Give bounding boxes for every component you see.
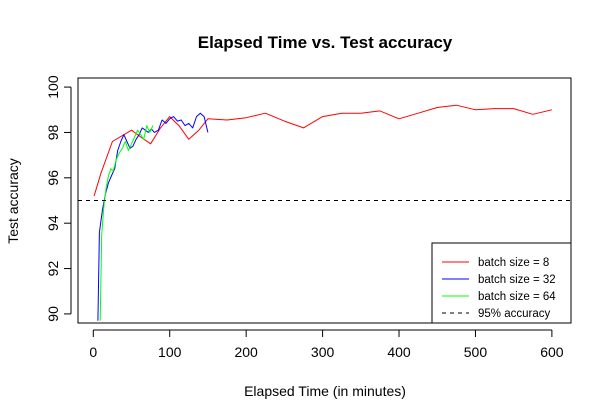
x-axis-label: Elapsed Time (in minutes) (244, 383, 406, 399)
x-tick-label: 400 (387, 344, 411, 360)
x-tick-label: 200 (234, 344, 258, 360)
y-tick-label: 98 (45, 124, 61, 140)
y-tick-label: 92 (45, 261, 61, 277)
plot-border (77, 77, 572, 324)
series-line-0 (93, 104, 553, 197)
legend-label-1: batch size = 32 (478, 274, 556, 286)
series-group (78, 104, 571, 321)
x-tick-label: 0 (89, 344, 97, 360)
x-tick-label: 500 (464, 344, 488, 360)
legend-label-3: 95% accuracy (478, 308, 550, 320)
y-tick-label: 100 (45, 75, 61, 99)
chart-title: Elapsed Time vs. Test accuracy (198, 33, 453, 52)
y-tick-label: 90 (45, 306, 61, 322)
series-line-2 (99, 125, 154, 321)
y-tick-label: 96 (45, 170, 61, 186)
x-tick-label: 100 (158, 344, 182, 360)
legend-box (431, 242, 572, 324)
series-line-1 (97, 112, 209, 321)
x-tick-label: 300 (311, 344, 335, 360)
legend-label-0: batch size = 8 (478, 257, 549, 269)
plot-area: 0 100 200 300 400 500 600 90 92 94 96 98 100 (45, 75, 572, 360)
y-axis-label: Test accuracy (5, 158, 21, 244)
x-tick-label: 600 (540, 344, 564, 360)
legend-label-2: batch size = 64 (478, 291, 556, 303)
y-tick-label: 94 (45, 215, 61, 231)
legend: batch size = 8 batch size = 32 batch size … (431, 242, 572, 324)
